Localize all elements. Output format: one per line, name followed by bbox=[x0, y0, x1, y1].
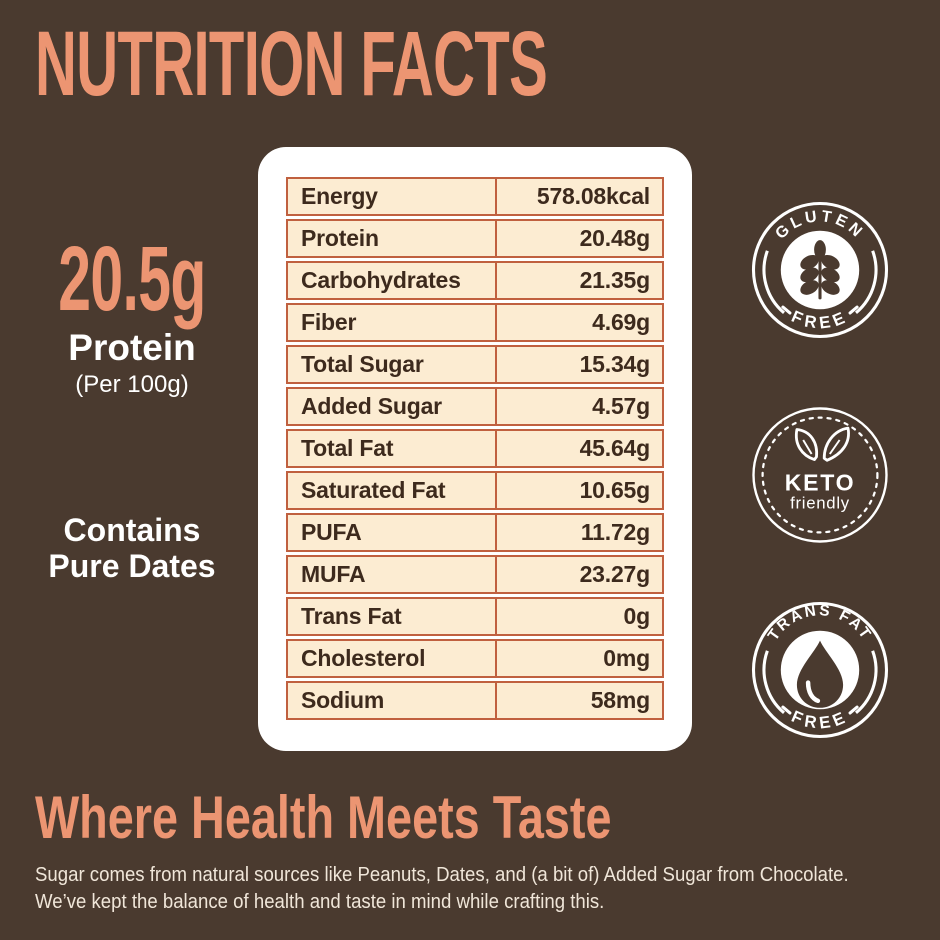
table-row: Cholesterol 0mg bbox=[286, 639, 664, 678]
row-value: 0g bbox=[623, 603, 651, 629]
table-row: Energy 578.08kcal bbox=[286, 177, 664, 216]
row-label: Added Sugar bbox=[288, 389, 498, 424]
trans-fat-free-badge: TRANS FAT FREE bbox=[750, 600, 890, 740]
table-row: Carbohydrates 21.35g bbox=[286, 261, 664, 300]
keto-title: KETO bbox=[785, 469, 855, 495]
leaves-icon bbox=[794, 426, 850, 462]
trans-fat-free-stamp: TRANS FAT FREE bbox=[751, 601, 889, 739]
row-value: 578.08kcal bbox=[536, 183, 650, 209]
table-row: Saturated Fat 10.65g bbox=[286, 471, 664, 510]
row-value: 11.72g bbox=[580, 519, 650, 545]
footer-body: Sugar comes from natural sources like Pe… bbox=[35, 862, 849, 916]
row-label: Cholesterol bbox=[288, 641, 498, 676]
contains-line1: Contains bbox=[63, 512, 201, 548]
table-row: MUFA 23.27g bbox=[286, 555, 664, 594]
table-row: Trans Fat 0g bbox=[286, 597, 664, 636]
row-value: 0mg bbox=[603, 645, 650, 671]
row-label: Saturated Fat bbox=[288, 473, 498, 508]
footer-heading: Where Health Meets Taste bbox=[35, 784, 612, 851]
table-row: PUFA 11.72g bbox=[286, 513, 664, 552]
row-label: Carbohydrates bbox=[288, 263, 498, 298]
table-row: Added Sugar 4.57g bbox=[286, 387, 664, 426]
droplet-icon bbox=[796, 640, 844, 708]
table-row: Sodium 58mg bbox=[286, 681, 664, 720]
row-value: 21.35g bbox=[579, 267, 651, 293]
page-title: NUTRITION FACTS bbox=[35, 13, 548, 115]
row-label: Energy bbox=[288, 179, 498, 214]
row-label: Sodium bbox=[288, 683, 498, 718]
table-row: Total Sugar 15.34g bbox=[286, 345, 664, 384]
protein-label: Protein bbox=[68, 327, 196, 368]
row-value: 23.27g bbox=[579, 561, 651, 587]
row-label: Total Fat bbox=[288, 431, 498, 466]
svg-text:FREE: FREE bbox=[789, 307, 852, 333]
row-label: MUFA bbox=[288, 557, 498, 592]
wheat-icon bbox=[800, 240, 840, 300]
keto-friendly-stamp: KETO friendly bbox=[752, 407, 888, 543]
row-value: 4.57g bbox=[592, 393, 650, 419]
per-100g-note: (Per 100g) bbox=[75, 371, 189, 398]
row-value: 20.48g bbox=[579, 225, 651, 251]
nutrition-facts-card: Energy 578.08kcal Protein 20.48g Carbohy… bbox=[258, 147, 692, 751]
footer-body-line1: Sugar comes from natural sources like Pe… bbox=[35, 864, 849, 886]
footer-body-line2: We’ve kept the balance of health and tas… bbox=[35, 891, 605, 913]
protein-amount: 20.5g bbox=[58, 228, 206, 330]
row-value: 4.69g bbox=[592, 309, 650, 335]
row-value: 10.65g bbox=[579, 477, 651, 503]
table-row: Total Fat 45.64g bbox=[286, 429, 664, 468]
table-row: Protein 20.48g bbox=[286, 219, 664, 258]
gluten-free-badge: GLUTEN FREE bbox=[750, 200, 890, 340]
row-label: Trans Fat bbox=[288, 599, 498, 634]
row-label: Protein bbox=[288, 221, 498, 256]
svg-text:FREE: FREE bbox=[789, 707, 852, 733]
table-row: Fiber 4.69g bbox=[286, 303, 664, 342]
row-label: PUFA bbox=[288, 515, 498, 550]
row-value: 45.64g bbox=[579, 435, 651, 461]
trans-fat-bottom-label: FREE bbox=[789, 707, 847, 733]
gluten-free-bottom-label: FREE bbox=[789, 307, 847, 333]
row-label: Total Sugar bbox=[288, 347, 498, 382]
contains-pure-dates: Contains Pure Dates bbox=[0, 512, 264, 584]
keto-subtitle: friendly bbox=[790, 494, 850, 513]
row-label: Fiber bbox=[288, 305, 498, 340]
protein-highlight: 20.5g Protein (Per 100g) bbox=[0, 233, 264, 399]
keto-friendly-badge: KETO friendly bbox=[750, 405, 890, 545]
row-value: 15.34g bbox=[579, 351, 651, 377]
row-value: 58mg bbox=[590, 687, 650, 713]
contains-line2: Pure Dates bbox=[48, 548, 216, 584]
gluten-free-stamp: GLUTEN FREE bbox=[751, 201, 889, 339]
